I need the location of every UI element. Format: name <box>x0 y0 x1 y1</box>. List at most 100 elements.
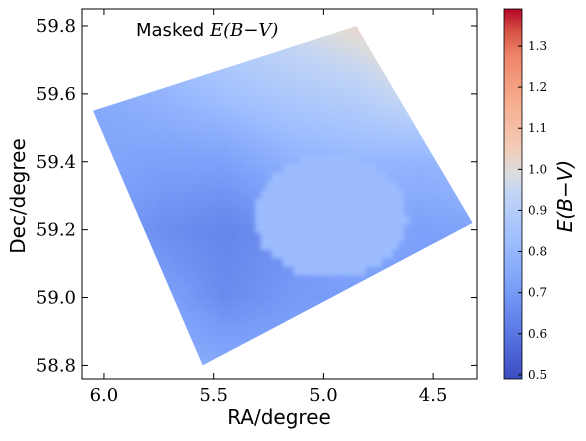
heatmap-cell <box>188 282 196 293</box>
heatmap-cell <box>210 121 217 131</box>
heatmap-cell <box>314 155 322 165</box>
heatmap-cell <box>177 189 185 199</box>
heatmap-cell <box>369 248 377 259</box>
heatmap-cell <box>325 189 333 199</box>
heatmap-cell <box>226 104 234 114</box>
heatmap-cell <box>331 104 338 114</box>
heatmap-cell <box>391 129 399 140</box>
heatmap-cell <box>407 231 415 242</box>
heatmap-cell <box>199 350 207 361</box>
heatmap-cell <box>429 206 437 216</box>
heatmap-cell <box>287 78 294 89</box>
heatmap-cell <box>270 299 278 310</box>
heatmap-cell <box>353 155 360 165</box>
heatmap-cell <box>210 333 217 344</box>
heatmap-cell <box>232 333 239 344</box>
heatmap-cell <box>226 308 234 318</box>
heatmap-cell <box>204 197 212 208</box>
heatmap-cell <box>385 95 393 106</box>
heatmap-cell <box>210 231 217 242</box>
heatmap-cell <box>259 189 267 199</box>
heatmap-cell <box>254 291 261 301</box>
heatmap-cell <box>111 138 119 148</box>
heatmap-cell <box>122 95 130 106</box>
heatmap-cell <box>396 189 404 199</box>
heatmap-cell <box>353 257 360 267</box>
heatmap-cell <box>243 104 250 114</box>
heatmap-cell <box>259 274 267 284</box>
heatmap-cell <box>309 95 316 106</box>
heatmap-cell <box>232 87 239 97</box>
heatmap-cell <box>182 299 190 310</box>
heatmap-cell <box>243 95 250 106</box>
heatmap-cell <box>407 172 415 182</box>
heatmap-cell <box>281 231 289 242</box>
heatmap-cell <box>347 70 355 80</box>
heatmap-cell <box>276 146 283 157</box>
heatmap-cell <box>347 163 355 174</box>
heatmap-cell <box>248 197 256 208</box>
heatmap-cell <box>182 257 190 267</box>
heatmap-cell <box>435 206 442 216</box>
heatmap-cell <box>248 265 256 276</box>
heatmap-cell <box>144 104 152 114</box>
heatmap-cell <box>243 324 250 335</box>
heatmap-cell <box>182 223 190 233</box>
heatmap-cell <box>435 189 442 199</box>
heatmap-cell <box>237 324 245 335</box>
heatmap-cell <box>336 231 344 242</box>
heatmap-cell <box>369 121 377 131</box>
heatmap-cell <box>243 180 250 191</box>
heatmap-cell <box>128 121 135 131</box>
heatmap-cell <box>314 240 322 250</box>
heatmap-cell <box>331 231 338 242</box>
heatmap-cell <box>259 163 267 174</box>
heatmap-cell <box>171 231 179 242</box>
heatmap-cell <box>171 172 179 182</box>
heatmap-cell <box>204 121 212 131</box>
heatmap-cell <box>336 180 344 191</box>
heatmap-cell <box>380 223 388 233</box>
heatmap-cell <box>374 104 382 114</box>
x-axis-title: RA/degree <box>227 405 331 429</box>
heatmap-cell <box>298 95 305 106</box>
heatmap-cell <box>358 163 366 174</box>
heatmap-cell <box>128 163 135 174</box>
heatmap-cell <box>265 129 272 140</box>
heatmap-cell <box>232 163 239 174</box>
heatmap-cell <box>188 316 196 327</box>
heatmap-cell <box>160 172 168 182</box>
heatmap-cell <box>325 78 333 89</box>
heatmap-cell <box>287 163 294 174</box>
heatmap-cell <box>320 189 327 199</box>
heatmap-cell <box>369 223 377 233</box>
heatmap-cell <box>385 180 393 191</box>
heatmap-cell <box>177 197 185 208</box>
heatmap-cell <box>226 206 234 216</box>
heatmap-cell <box>298 121 305 131</box>
heatmap-cell <box>139 206 146 216</box>
heatmap-cell <box>232 257 239 267</box>
heatmap-cell <box>166 104 174 114</box>
heatmap-cell <box>188 180 196 191</box>
heatmap-cell <box>248 163 256 174</box>
heatmap-cell <box>226 95 234 106</box>
heatmap-cell <box>254 121 261 131</box>
heatmap-cell <box>254 274 261 284</box>
colorbar-tick-label: 1.2 <box>528 80 547 94</box>
heatmap-cell <box>254 129 261 140</box>
heatmap-cell <box>166 146 174 157</box>
heatmap-cell <box>254 223 261 233</box>
heatmap-cell <box>451 206 459 216</box>
heatmap-cell <box>193 163 201 174</box>
heatmap-cell <box>171 214 179 225</box>
heatmap-cell <box>204 95 212 106</box>
heatmap-cell <box>155 214 163 225</box>
heatmap-cell <box>320 257 327 267</box>
heatmap-cell <box>331 87 338 97</box>
heatmap-cell <box>429 197 437 208</box>
heatmap-cell <box>166 189 174 199</box>
x-tick-label: 4.5 <box>419 385 448 406</box>
heatmap-cell <box>298 308 305 318</box>
heatmap-cell <box>391 206 399 216</box>
